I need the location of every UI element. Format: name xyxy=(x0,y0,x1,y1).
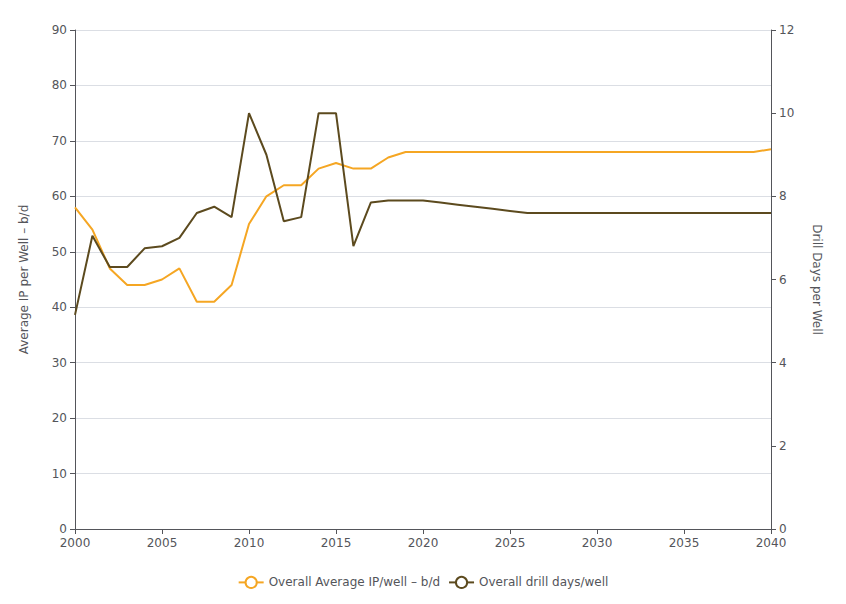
svg-text:2005: 2005 xyxy=(147,536,178,550)
svg-text:30: 30 xyxy=(52,356,67,370)
svg-text:Average IP per Well – b/d: Average IP per Well – b/d xyxy=(17,205,31,355)
svg-text:0: 0 xyxy=(59,522,67,536)
svg-text:8: 8 xyxy=(779,189,787,203)
svg-text:10: 10 xyxy=(52,467,67,481)
svg-text:4: 4 xyxy=(779,356,787,370)
svg-text:70: 70 xyxy=(52,134,67,148)
svg-text:20: 20 xyxy=(52,411,67,425)
svg-text:6: 6 xyxy=(779,273,787,287)
svg-text:0: 0 xyxy=(779,522,787,536)
svg-text:Drill Days per Well: Drill Days per Well xyxy=(810,224,824,335)
svg-text:40: 40 xyxy=(52,300,67,314)
svg-text:2025: 2025 xyxy=(495,536,526,550)
svg-text:12: 12 xyxy=(779,23,794,37)
svg-text:2020: 2020 xyxy=(408,536,439,550)
svg-text:50: 50 xyxy=(52,245,67,259)
svg-text:Overall Average IP/well – b/d: Overall Average IP/well – b/d xyxy=(269,575,440,589)
svg-text:90: 90 xyxy=(52,23,67,37)
svg-text:2: 2 xyxy=(779,439,787,453)
svg-text:60: 60 xyxy=(52,189,67,203)
svg-text:2015: 2015 xyxy=(321,536,352,550)
svg-text:2035: 2035 xyxy=(669,536,700,550)
svg-text:Overall drill days/well: Overall drill days/well xyxy=(479,575,608,589)
svg-text:80: 80 xyxy=(52,78,67,92)
svg-text:2010: 2010 xyxy=(234,536,265,550)
svg-text:2040: 2040 xyxy=(756,536,787,550)
svg-text:2000: 2000 xyxy=(60,536,91,550)
svg-text:10: 10 xyxy=(779,106,794,120)
svg-text:2030: 2030 xyxy=(582,536,613,550)
